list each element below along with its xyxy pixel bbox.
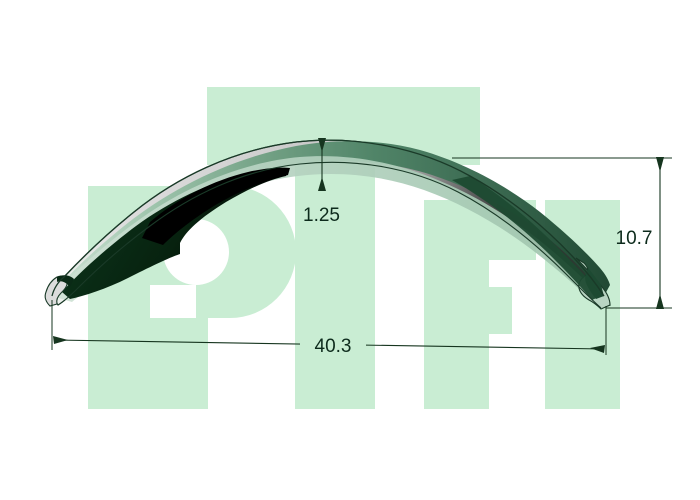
part-outline bbox=[51, 139, 605, 297]
dimension-width-arrow-left bbox=[53, 336, 68, 344]
dimension-width-label-backing bbox=[300, 330, 366, 356]
dimension-thickness: 1.25 bbox=[303, 138, 340, 226]
dimension-height-arrow-top bbox=[656, 157, 664, 172]
dimension-height: 10.7 bbox=[452, 157, 672, 309]
part-inner-outline bbox=[57, 161, 602, 309]
part-left-end-detail bbox=[44, 275, 74, 307]
dimension-thickness-value: 1.25 bbox=[303, 205, 340, 226]
dimension-height-value: 10.7 bbox=[616, 228, 653, 249]
dimension-height-arrow-bottom bbox=[656, 294, 664, 309]
part-cavity-black-sliver bbox=[142, 167, 290, 245]
dimension-thickness-arrow-bottom bbox=[318, 177, 326, 191]
dimension-width-value: 40.3 bbox=[315, 336, 352, 357]
part-right-tail-wedge bbox=[452, 176, 601, 300]
part-arched-cross-section bbox=[44, 139, 611, 310]
dimension-width-arrow-right bbox=[590, 345, 605, 353]
dimension-thickness-arrow-top bbox=[318, 138, 326, 152]
dimension-width: 40.3 bbox=[51, 300, 607, 357]
watermark-letter-f bbox=[424, 200, 536, 409]
